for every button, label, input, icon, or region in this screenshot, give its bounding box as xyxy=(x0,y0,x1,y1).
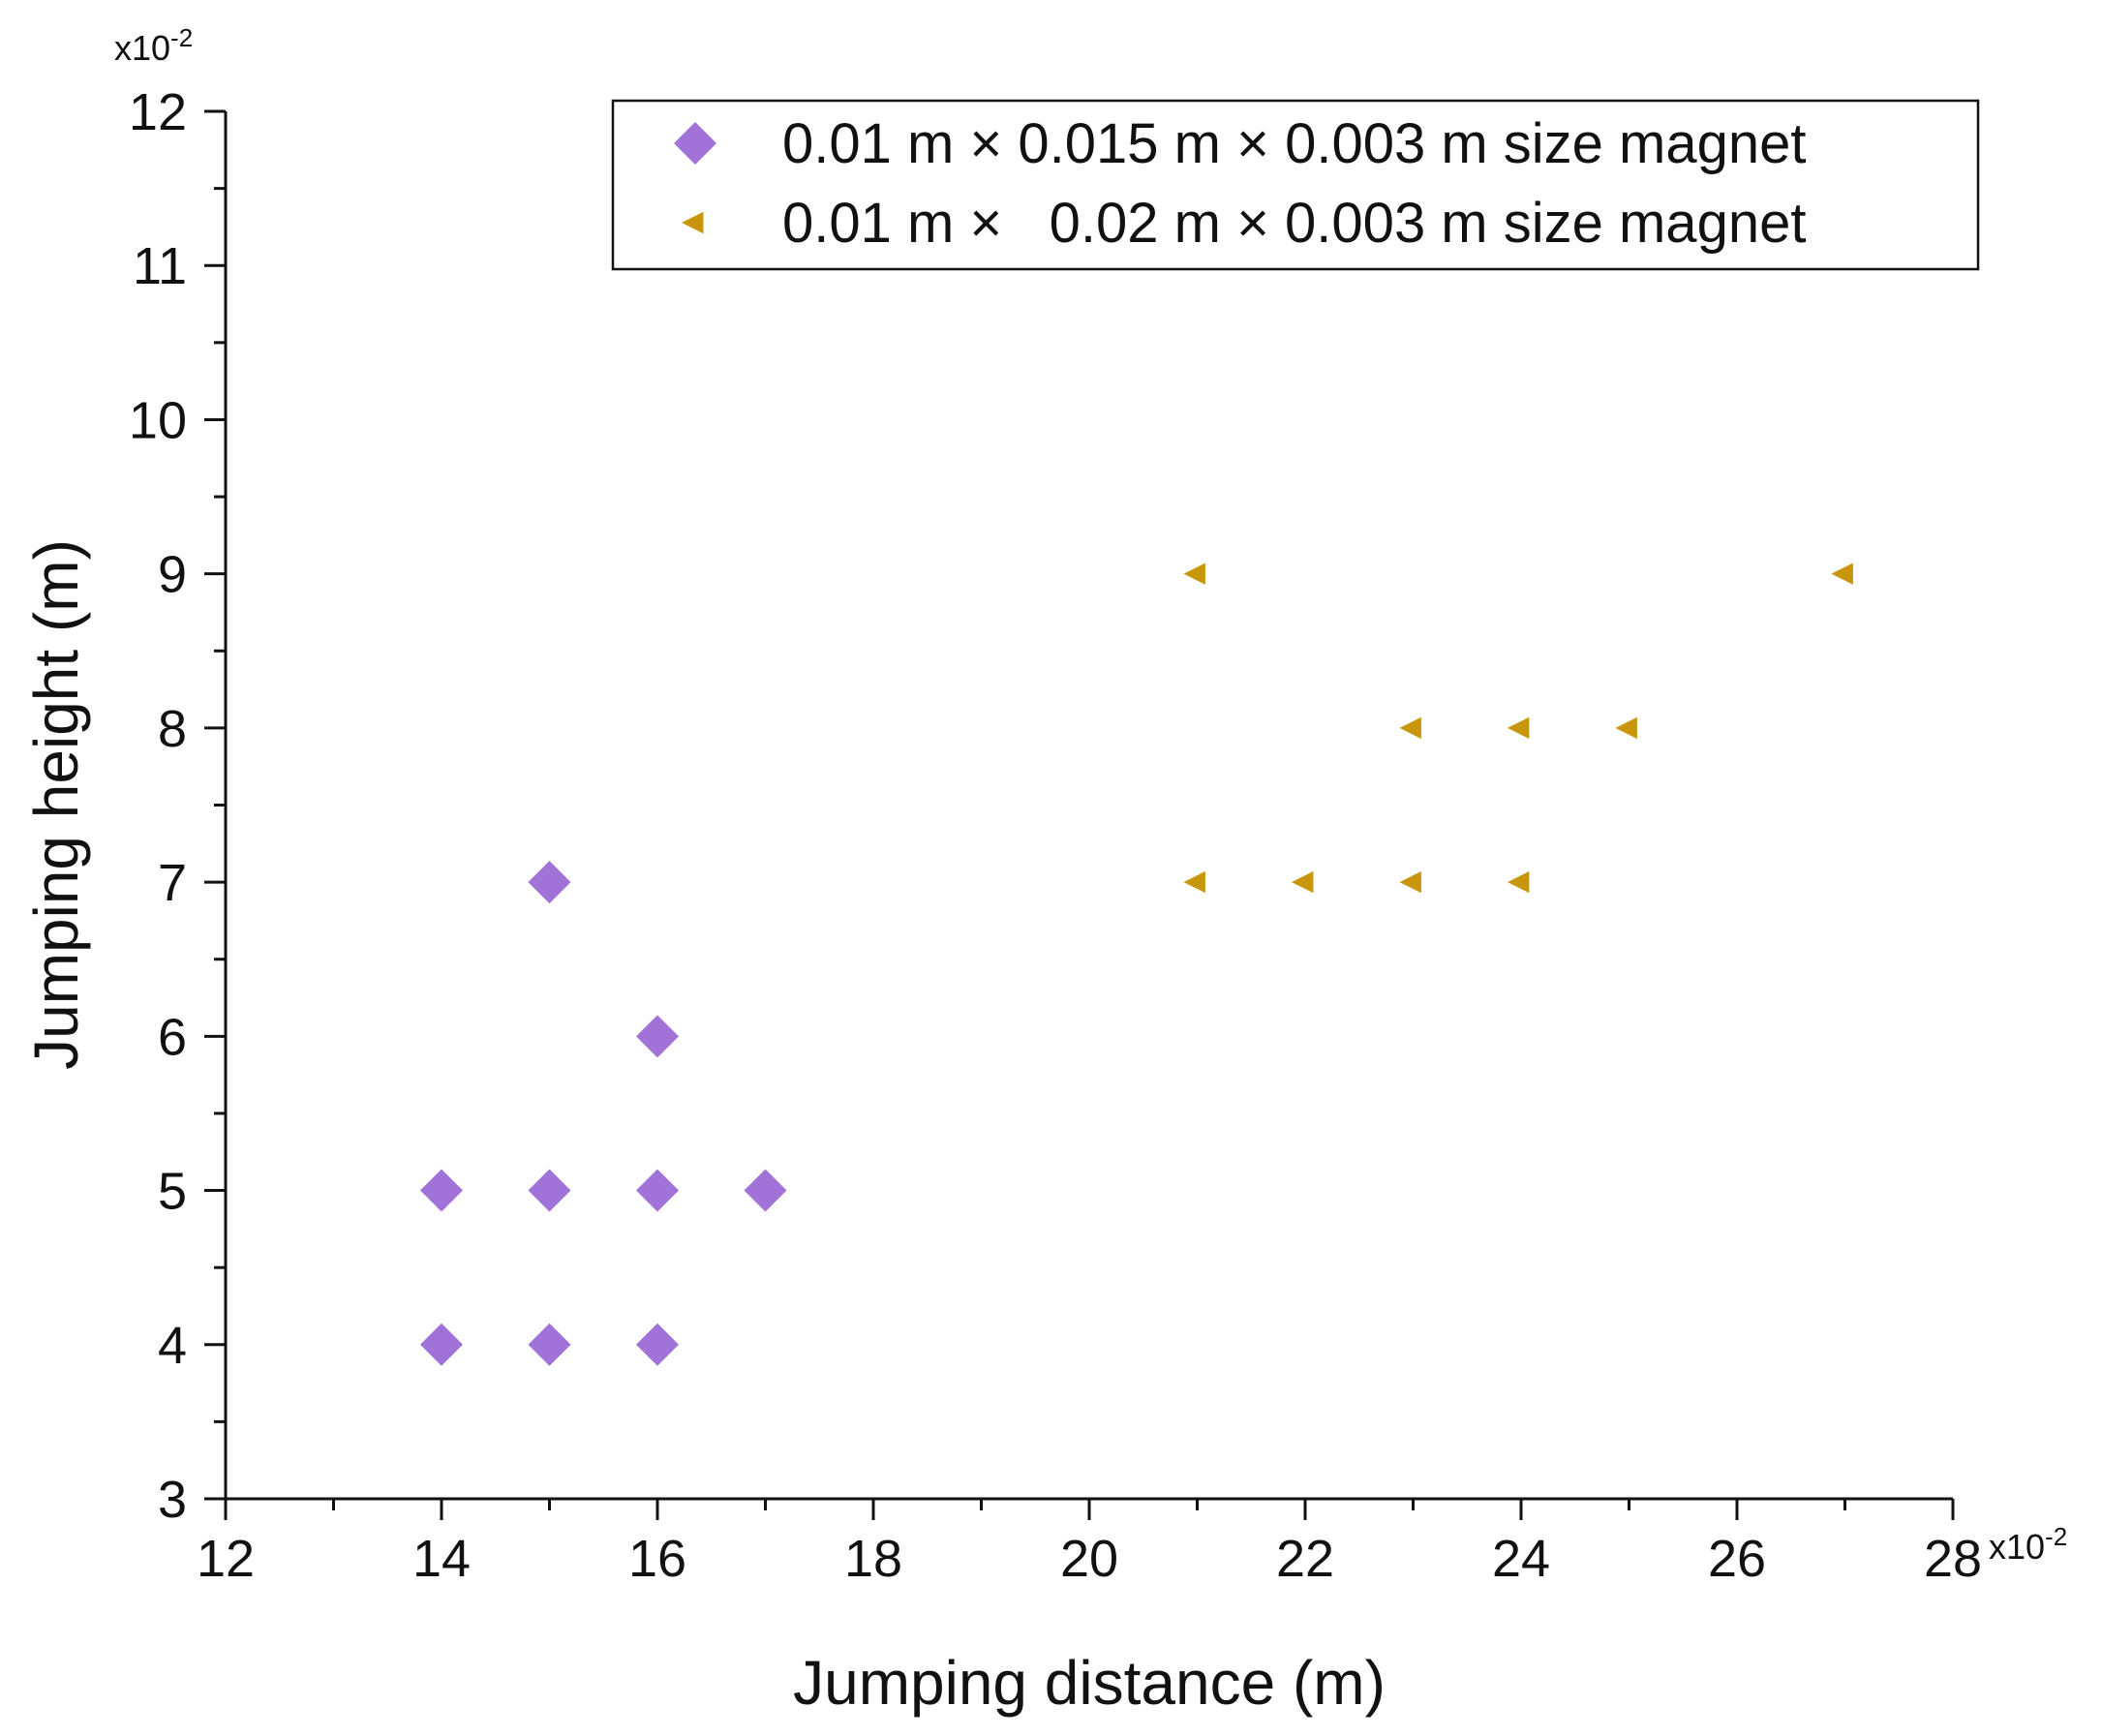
y-tick-label: 10 xyxy=(129,391,187,449)
y-axis-title: Jumping height (m) xyxy=(21,539,91,1070)
data-point-series-2 xyxy=(1508,870,1530,894)
x-tick-label: 18 xyxy=(844,1530,902,1588)
x-tick-label: 24 xyxy=(1492,1530,1550,1588)
data-point-series-1 xyxy=(636,1169,679,1212)
y-tick-label: 4 xyxy=(158,1317,187,1375)
legend-label-series-2: 0.01 m × 0.02 m × 0.003 m size magnet xyxy=(782,192,1806,255)
data-point-series-1 xyxy=(744,1169,787,1212)
legend-label-series-1: 0.01 m × 0.015 m × 0.003 m size magnet xyxy=(782,112,1806,175)
data-point-series-2 xyxy=(1292,870,1314,894)
y-tick-label: 8 xyxy=(158,700,187,758)
y-tick-label: 6 xyxy=(158,1008,187,1066)
legend-symbols xyxy=(674,122,716,234)
x-tick-label: 14 xyxy=(412,1530,471,1588)
legend: 0.01 m × 0.015 m × 0.003 m size magnet 0… xyxy=(611,99,1980,271)
data-point-series-2 xyxy=(1831,563,1853,585)
y-tick-label: 11 xyxy=(133,237,187,295)
y-tick-label: 7 xyxy=(158,854,187,912)
y-tick-label: 12 xyxy=(129,83,187,141)
data-point-series-1 xyxy=(528,1169,571,1212)
data-point-series-2 xyxy=(1399,870,1421,894)
legend-symbol-series-2 xyxy=(682,211,704,234)
data-point-series-1 xyxy=(636,1323,679,1366)
legend-box xyxy=(611,99,1980,271)
data-point-series-2 xyxy=(1183,870,1205,894)
x-tick-label: 22 xyxy=(1276,1530,1334,1588)
data-point-series-1 xyxy=(420,1323,463,1366)
x-tick-label: 12 xyxy=(197,1530,255,1588)
x-multiplier-label: x10-2 xyxy=(1989,1522,2067,1567)
x-tick-label: 26 xyxy=(1708,1530,1766,1588)
data-point-series-2 xyxy=(1615,716,1637,740)
x-axis-title: Jumping distance (m) xyxy=(793,1648,1386,1718)
data-point-series-1 xyxy=(528,1323,571,1366)
data-point-series-2 xyxy=(1399,716,1421,740)
data-point-series-1 xyxy=(420,1169,463,1212)
data-point-series-2 xyxy=(1183,563,1205,585)
x-tick-label: 16 xyxy=(628,1530,686,1588)
y-ticks: 3 4 5 6 7 8 9 10 11 12 xyxy=(129,83,226,1529)
x-tick-label: 28 xyxy=(1924,1530,1982,1588)
data-markers xyxy=(420,563,1853,1366)
y-tick-label: 9 xyxy=(158,546,187,604)
y-tick-label: 5 xyxy=(158,1163,187,1221)
x-tick-label: 20 xyxy=(1060,1530,1118,1588)
y-multiplier-label: x10-2 xyxy=(114,23,193,68)
legend-symbol-series-1 xyxy=(674,122,716,165)
data-point-series-2 xyxy=(1508,716,1530,740)
x-ticks: 12 14 16 18 20 22 24 26 28 xyxy=(197,1499,1982,1588)
data-point-series-1 xyxy=(528,861,571,904)
data-point-series-1 xyxy=(636,1015,679,1058)
y-tick-label: 3 xyxy=(158,1471,187,1529)
